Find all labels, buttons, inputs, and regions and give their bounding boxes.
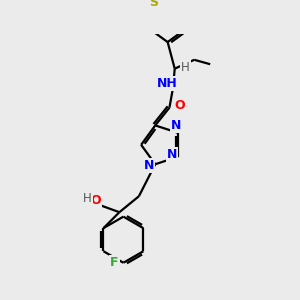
Text: O: O	[175, 99, 185, 112]
Text: N: N	[144, 160, 154, 172]
Text: F: F	[110, 256, 119, 269]
Text: NH: NH	[157, 77, 178, 90]
Text: S: S	[149, 0, 158, 9]
Text: O: O	[90, 194, 101, 207]
Text: N: N	[171, 119, 181, 132]
Text: H: H	[181, 61, 190, 74]
Text: N: N	[167, 148, 177, 160]
Text: H: H	[83, 191, 92, 205]
